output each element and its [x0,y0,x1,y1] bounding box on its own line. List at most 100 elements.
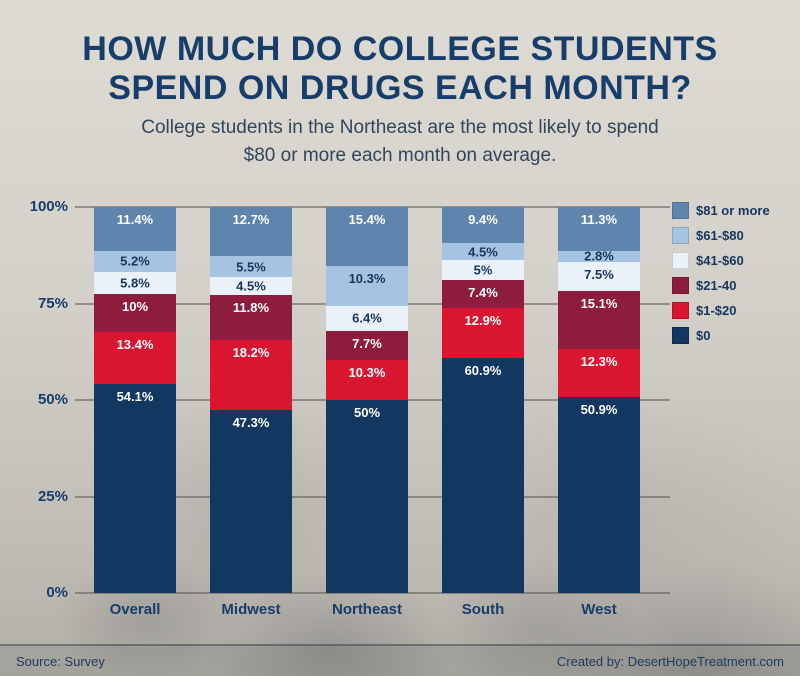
bar-segment: 5.8% [94,271,176,294]
segment-label: 9.4% [468,211,498,227]
x-label-midwest: Midwest [221,601,281,618]
segment-label: 5.2% [120,253,150,269]
bar-segment: 50% [326,400,408,593]
segment-label: 4.5% [468,244,498,260]
segment-label: 6.4% [352,310,382,326]
x-axis: Overall Midwest Northeast South West [75,601,670,623]
segment-label: 12.3% [580,354,618,370]
bar-segment: 10.3% [326,266,408,306]
legend-item: $21-40 [672,277,798,294]
legend-item: $41-$60 [672,252,798,269]
bar-segment: 5% [442,260,524,280]
legend: $81 or more $61-$80 $41-$60 $21-40 $1-$20 $0 [672,202,798,352]
y-tick-label: 75% [37,294,68,312]
segment-label: 12.9% [464,313,502,329]
bar-segment: 12.3% [558,349,640,397]
segment-label: 60.9% [464,362,502,378]
title-line-1: HOW MUCH DO COLLEGE STUDENTS [82,30,718,68]
segment-label: 5% [473,262,493,278]
segment-label: 7.4% [468,284,498,300]
segment-label: 10% [121,298,149,314]
y-tick-label: 25% [37,487,68,505]
page-title: HOW MUCH DO COLLEGE STUDENTS SPEND ON DR… [0,30,800,108]
segment-label: 50% [353,405,381,420]
legend-item: $61-$80 [672,227,798,244]
segment-label: 10.3% [348,271,386,287]
segment-label: 47.3% [232,415,270,431]
bar-segment: 11.3% [558,207,640,252]
bar-segment: 10% [94,293,176,333]
legend-swatch [672,302,689,319]
segment-label: 18.2% [232,345,270,361]
bar-segment: 4.5% [442,242,524,261]
legend-swatch [672,327,689,344]
segment-label: 11.8% [232,299,270,315]
bar-segment: 12.9% [442,308,524,358]
y-tick-label: 0% [46,584,68,601]
y-tick-label: 50% [37,391,68,408]
segment-label: 7.5% [584,266,614,282]
segment-label: 4.5% [236,278,266,294]
bar-segment: 7.7% [326,330,408,361]
bar-segment: 11.4% [94,207,176,252]
bar-south: 60.9% 12.9% 7.4% 5% 4.5% 9.4% [442,206,524,593]
bar-segment: 15.1% [558,290,640,350]
bar-overall: 54.1% 13.4% 10% 5.8% 5.2% 11.4% [94,207,176,593]
segment-label: 5.8% [120,275,150,291]
gridline-0 [75,592,670,594]
bar-segment: 2.8% [558,248,640,264]
bar-segment: 13.4% [94,332,176,385]
bar-segment: 60.9% [442,357,524,593]
bar-segment: 5.2% [94,251,176,272]
legend-swatch [672,277,689,294]
bar-segment: 15.4% [326,206,408,267]
bar-segment: 6.4% [326,305,408,331]
plot-area: 54.1% 13.4% 10% 5.8% 5.2% 11.4% 47.3% 18.2% 11.8… [75,206,670,594]
bar-west: 50.9% 12.3% 15.1% 7.5% 2.8% 11.3% [558,207,640,593]
bar-segment: 5.5% [210,256,292,278]
legend-label: $0 [696,328,711,343]
subtitle: College students in the Northeast are th… [0,114,800,169]
legend-label: $1-$20 [696,303,737,318]
x-label-northeast: Northeast [331,601,402,618]
y-tick-label: 100% [29,198,68,215]
segment-label: 7.7% [352,335,382,351]
bar-segment: 50.9% [558,396,640,593]
segment-label: 54.1% [116,389,154,405]
legend-item: $1-$20 [672,302,798,319]
legend-swatch [672,202,689,219]
bar-segment: 10.3% [326,360,408,400]
subtitle-line-2: $80 or more each month on average. [243,144,557,166]
legend-item: $81 or more [672,202,798,219]
legend-swatch [672,227,689,244]
legend-swatch [672,252,689,269]
segment-label: 2.8% [584,248,614,264]
bar-midwest: 47.3% 18.2% 11.8% 4.5% 5.5% 12.7% [210,207,292,593]
footer: Source: Survey Created by: DesertHopeTre… [0,644,800,676]
x-label-south: South [461,601,505,618]
bar-segment: 47.3% [210,410,292,593]
y-axis: 0% 25% 50% 75% 100% [6,198,68,601]
bar-northeast: 50% 10.3% 7.7% 6.4% 10.3% 15.4% [326,206,408,593]
credit-text: Created by: DesertHopeTreatment.com [556,653,784,669]
title-line-2: SPEND ON DRUGS EACH MONTH? [108,68,692,107]
bar-segment: 54.1% [94,384,176,593]
legend-label: $81 or more [696,203,770,218]
subtitle-line-1: College students in the Northeast are th… [141,117,659,138]
segment-label: 12.7% [232,212,270,228]
segment-label: 13.4% [116,337,154,353]
bar-segment: 7.4% [442,279,524,309]
segment-label: 11.4% [116,212,154,228]
legend-item: $0 [672,327,798,344]
segment-label: 10.3% [348,365,386,381]
bar-segment: 9.4% [442,206,524,243]
bar-segment: 18.2% [210,340,292,411]
bar-segment: 12.7% [210,207,292,257]
segment-label: 11.3% [580,212,618,228]
source-text: Source: Survey [16,653,105,669]
segment-label: 15.1% [580,295,618,311]
legend-label: $41-$60 [696,253,744,268]
bar-segment: 11.8% [210,294,292,341]
segment-label: 5.5% [236,259,266,275]
